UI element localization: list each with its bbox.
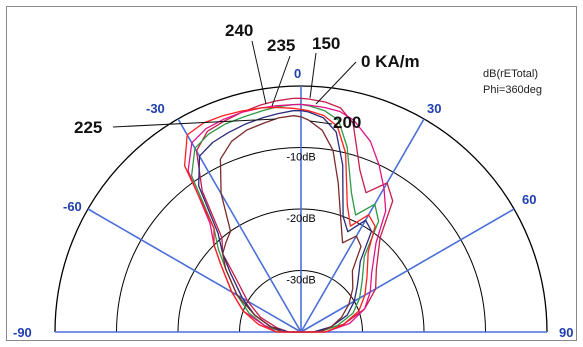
curve-label-200: 200 xyxy=(333,113,361,132)
angle-label-5: 60 xyxy=(522,192,536,207)
label-pointers xyxy=(112,40,357,128)
series-3 xyxy=(219,115,362,333)
series-2 xyxy=(198,109,373,333)
curve-label-150: 150 xyxy=(312,34,340,53)
label-pointer-3 xyxy=(315,61,357,105)
spoke-5 xyxy=(300,208,515,333)
angle-label-1: -60 xyxy=(63,199,82,214)
label-pointer-4 xyxy=(112,118,277,128)
spoke-2 xyxy=(177,118,302,333)
angle-spokes xyxy=(55,86,547,333)
angle-tick-labels: -90 -60 -30 0 30 60 90 xyxy=(13,66,573,340)
ring-label-2: -30dB xyxy=(286,275,315,287)
label-pointer-2 xyxy=(309,52,317,99)
spoke-1 xyxy=(87,208,302,333)
series-5 xyxy=(183,106,376,333)
unit-note: dB(rETotal) xyxy=(483,68,538,80)
series-0 xyxy=(195,97,394,333)
angle-label-3: 0 xyxy=(294,66,301,81)
phi-note: Phi=360deg xyxy=(483,84,542,96)
label-pointer-0 xyxy=(251,40,267,105)
curve-labels: 240 235 150 0 KA/m 225 200 xyxy=(74,21,420,137)
curve-label-225: 225 xyxy=(74,118,102,137)
curve-label-240: 240 xyxy=(225,21,253,40)
ring-label-0: -10dB xyxy=(286,152,315,164)
curve-label-235: 235 xyxy=(267,36,295,55)
angle-label-2: -30 xyxy=(146,101,165,116)
angle-label-6: 90 xyxy=(559,325,573,340)
plot-border xyxy=(6,6,577,341)
label-pointer-5 xyxy=(309,120,333,125)
angle-label-4: 30 xyxy=(427,101,441,116)
ring-label-1: -20dB xyxy=(286,213,315,225)
spoke-4 xyxy=(300,118,425,333)
db-ring-labels: -10dB -20dB -30dB xyxy=(286,152,315,287)
label-pointer-1 xyxy=(271,55,291,107)
angle-label-0: -90 xyxy=(13,325,32,340)
pattern-curves xyxy=(183,97,394,333)
curve-label-0-ka-m: 0 KA/m xyxy=(361,52,420,71)
